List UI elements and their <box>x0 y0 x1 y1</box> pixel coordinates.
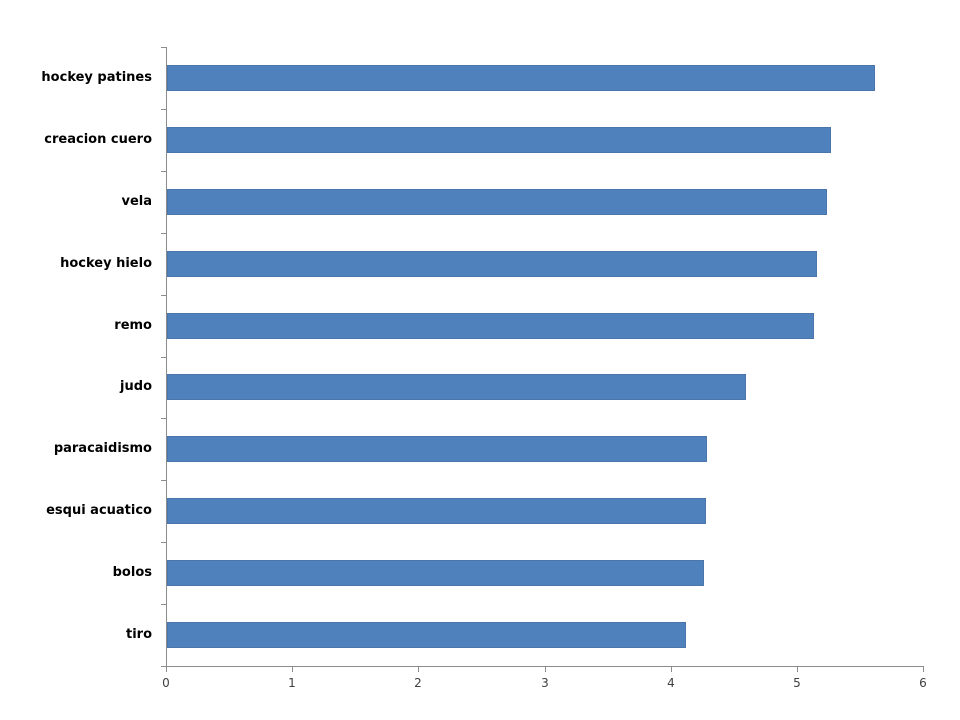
category-label: esqui acuatico <box>46 503 152 518</box>
y-axis-line <box>166 47 167 666</box>
x-tick-label: 2 <box>414 676 422 690</box>
category-label: vela <box>121 194 152 209</box>
bar-bolos <box>167 560 704 586</box>
category-label: hockey patines <box>41 70 152 85</box>
bar-hockey-hielo <box>167 251 817 277</box>
bar-esqui-acuatico <box>167 498 706 524</box>
category-label: remo <box>114 318 152 333</box>
bar-remo <box>167 313 814 339</box>
category-label: judo <box>120 379 152 394</box>
y-axis-tick <box>161 604 166 605</box>
x-axis-tick <box>418 666 419 672</box>
y-axis-tick <box>161 357 166 358</box>
y-axis-tick <box>161 295 166 296</box>
x-tick-label: 6 <box>919 676 927 690</box>
y-axis-tick <box>161 480 166 481</box>
bar-creacion-cuero <box>167 127 831 153</box>
bar-vela <box>167 189 827 215</box>
category-label: bolos <box>112 565 152 580</box>
x-tick-label: 4 <box>667 676 675 690</box>
bar-hockey-patines <box>167 65 875 91</box>
category-label: tiro <box>125 627 152 642</box>
y-axis-tick <box>161 418 166 419</box>
x-axis-tick <box>292 666 293 672</box>
x-axis-tick <box>166 666 167 672</box>
x-axis-tick <box>545 666 546 672</box>
category-label: paracaidismo <box>53 441 152 456</box>
category-label: creacion cuero <box>44 132 152 147</box>
y-axis-tick <box>161 233 166 234</box>
bar-paracaidismo <box>167 436 707 462</box>
y-axis-tick <box>161 666 166 667</box>
x-axis-tick <box>671 666 672 672</box>
category-label: hockey hielo <box>60 256 152 271</box>
x-tick-label: 3 <box>541 676 549 690</box>
x-axis-tick <box>797 666 798 672</box>
y-axis-tick <box>161 109 166 110</box>
x-axis-tick <box>923 666 924 672</box>
x-tick-label: 0 <box>162 676 170 690</box>
bar-tiro <box>167 622 686 648</box>
bar-judo <box>167 374 746 400</box>
x-tick-label: 1 <box>288 676 296 690</box>
y-axis-tick <box>161 47 166 48</box>
y-axis-tick <box>161 171 166 172</box>
x-tick-label: 5 <box>793 676 801 690</box>
y-axis-tick <box>161 542 166 543</box>
